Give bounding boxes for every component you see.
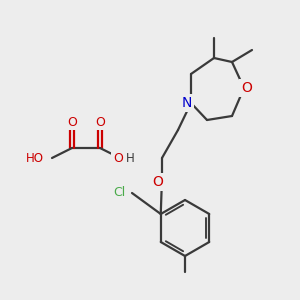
Text: O: O — [95, 116, 105, 128]
Text: HO: HO — [26, 152, 44, 164]
Text: H: H — [126, 152, 135, 164]
Text: N: N — [182, 96, 192, 110]
Text: O: O — [67, 116, 77, 128]
Text: O: O — [113, 152, 123, 164]
Text: O: O — [242, 81, 252, 95]
Text: O: O — [153, 175, 164, 189]
Text: Cl: Cl — [114, 187, 126, 200]
